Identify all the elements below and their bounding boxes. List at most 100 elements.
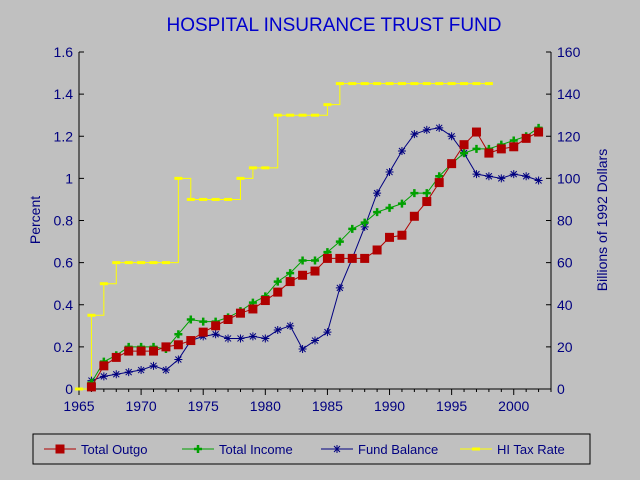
- fund-balance-series: [87, 123, 543, 385]
- y-tick-label: 1.4: [54, 86, 74, 102]
- total-outgo-point: [534, 127, 544, 137]
- y2-tick-label: 80: [557, 213, 573, 229]
- total-income-point: [311, 256, 319, 265]
- total-outgo-point: [409, 211, 419, 221]
- fund-balance-point: [273, 326, 282, 335]
- total-outgo-point: [136, 346, 146, 356]
- total-outgo-point: [310, 266, 320, 276]
- total-outgo-point: [248, 304, 258, 314]
- total-outgo-point: [496, 144, 506, 154]
- x-tick-label: 1995: [436, 398, 467, 414]
- total-outgo-point: [397, 230, 407, 240]
- y-axis-label: Percent: [27, 196, 43, 244]
- fund-balance-point: [410, 130, 419, 139]
- total-income-point: [397, 199, 406, 208]
- total-outgo-point: [99, 361, 109, 371]
- total-income-point: [286, 269, 295, 278]
- total-income-point: [422, 189, 431, 198]
- y2-tick-label: 40: [557, 297, 573, 313]
- legend-items: Total Outgo Total Income Fund Balance HI Ta…: [44, 442, 565, 457]
- total-outgo-point: [385, 232, 395, 242]
- total-income-point: [199, 317, 208, 326]
- total-income-point: [186, 315, 195, 324]
- fund-balance-point: [124, 368, 133, 377]
- y2-tick-label: 20: [557, 339, 573, 355]
- y2-axis-label: Billions of 1992 Dollars: [594, 149, 610, 291]
- total-outgo-point: [285, 277, 295, 287]
- fund-balance-point: [311, 336, 319, 345]
- fund-balance-point: [397, 146, 406, 155]
- x-tick-label: 1990: [374, 398, 405, 414]
- total-income-point: [348, 224, 357, 233]
- fund-balance-point: [335, 283, 344, 292]
- total-outgo-point: [509, 142, 519, 152]
- fund-balance-point: [248, 332, 257, 341]
- total-outgo-point: [447, 159, 457, 169]
- total-income-point: [298, 256, 307, 265]
- total-outgo-point: [149, 346, 159, 356]
- fund-balance-point: [484, 172, 493, 181]
- fund-balance-point: [224, 334, 233, 343]
- fund-balance-point: [509, 170, 518, 179]
- fund-balance-point: [323, 328, 332, 337]
- legend-label-fund-balance: Fund Balance: [358, 442, 438, 457]
- total-outgo-point: [422, 197, 432, 207]
- fund-balance-point: [161, 366, 170, 375]
- fund-balance-point: [447, 132, 456, 141]
- total-outgo-point: [111, 352, 121, 362]
- total-outgo-point: [372, 245, 382, 255]
- y-tick-label: 0.2: [54, 339, 74, 355]
- total-income-point: [373, 208, 382, 217]
- total-outgo-point: [198, 327, 208, 337]
- fund-balance-point: [149, 361, 158, 370]
- fund-balance-point: [99, 372, 108, 381]
- legend-label-hi-tax-rate: HI Tax Rate: [497, 442, 565, 457]
- y-tick-label: 1: [65, 170, 73, 186]
- total-income-point: [460, 149, 469, 158]
- y-tick-label: 1.6: [54, 44, 74, 60]
- total-income-point: [273, 277, 282, 286]
- fund-balance-point: [298, 344, 307, 353]
- fund-balance-point: [174, 355, 183, 364]
- total-outgo-point: [186, 336, 196, 346]
- legend-marker-total-income: [194, 445, 202, 453]
- fund-balance-point: [112, 370, 121, 379]
- total-income-point: [335, 237, 344, 246]
- fund-balance-point: [472, 170, 481, 179]
- total-outgo-point: [347, 253, 357, 263]
- total-outgo-point: [484, 148, 494, 158]
- fund-balance-point: [534, 176, 543, 185]
- total-outgo-point: [124, 346, 134, 356]
- y-tick-label: 0.6: [54, 255, 74, 271]
- y-tick-label: 0.8: [54, 213, 74, 229]
- total-outgo-point: [223, 314, 233, 324]
- total-income-point: [174, 330, 183, 339]
- total-outgo-point: [521, 133, 531, 143]
- total-outgo-point: [86, 382, 96, 392]
- fund-balance-point: [261, 334, 270, 343]
- y-tick-label: 1.2: [54, 128, 74, 144]
- y2-tick-label: 0: [557, 381, 565, 397]
- total-income-point: [472, 144, 481, 153]
- fund-balance-point: [236, 334, 245, 343]
- total-income-point: [360, 218, 369, 227]
- total-outgo-point: [273, 287, 283, 297]
- total-outgo-point: [173, 340, 183, 350]
- x-tick-label: 2000: [498, 398, 529, 414]
- hi-tax-rate-series: [75, 82, 493, 391]
- y2-tick-label: 120: [557, 128, 581, 144]
- fund-balance-point: [422, 125, 431, 134]
- fund-balance-point: [137, 366, 146, 375]
- x-tick-label: 1980: [250, 398, 281, 414]
- y2-tick-label: 60: [557, 255, 573, 271]
- total-outgo-point: [459, 140, 469, 150]
- total-outgo-point: [434, 178, 444, 188]
- total-outgo-series: [86, 127, 544, 392]
- total-outgo-point: [260, 296, 270, 306]
- y2-tick-label: 140: [557, 86, 581, 102]
- y2-tick-label: 100: [557, 170, 581, 186]
- legend-label-total-outgo: Total Outgo: [81, 442, 148, 457]
- fund-balance-point: [286, 321, 295, 330]
- x-tick-label: 1970: [126, 398, 157, 414]
